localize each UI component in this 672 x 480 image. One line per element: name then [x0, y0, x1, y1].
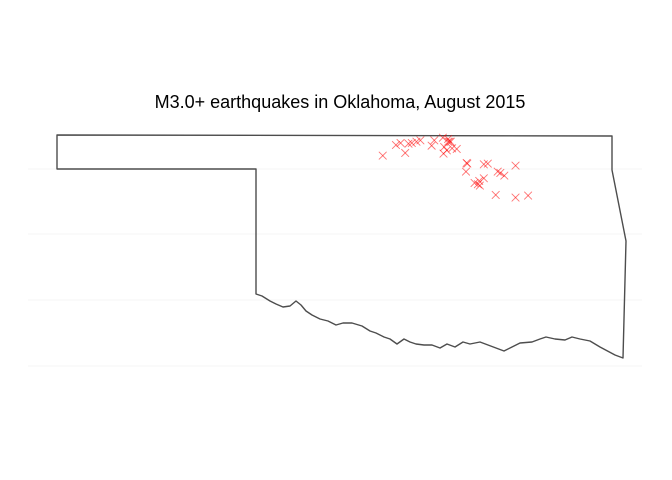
earthquake-marker — [473, 180, 482, 189]
earthquake-marker — [493, 167, 502, 176]
earthquake-marker — [396, 138, 405, 148]
earthquake-marker — [511, 193, 520, 202]
earthquake-marker — [524, 191, 533, 200]
oklahoma-outline — [56, 134, 627, 359]
earthquake-marker — [463, 159, 472, 168]
earthquake-marker — [475, 181, 484, 190]
earthquake-marker — [440, 142, 449, 152]
earthquake-points — [378, 133, 533, 202]
earthquake-marker — [438, 133, 447, 142]
earthquake-marker — [461, 167, 471, 176]
earthquake-marker — [444, 137, 453, 146]
earthquake-marker — [483, 159, 492, 168]
earthquake-marker — [404, 139, 413, 148]
grid — [28, 168, 642, 367]
earthquake-marker — [401, 148, 410, 158]
earthquake-marker — [496, 168, 505, 177]
earthquake-marker — [430, 136, 439, 145]
earthquake-marker — [412, 137, 421, 146]
earthquake-marker — [452, 144, 461, 154]
earthquake-marker — [491, 190, 500, 199]
earthquake-marker — [391, 140, 400, 150]
earthquake-marker — [439, 149, 448, 158]
earthquake-marker — [378, 151, 387, 160]
earthquake-marker — [427, 141, 436, 150]
earthquake-marker — [446, 137, 455, 146]
earthquake-marker — [500, 171, 509, 180]
map-title: M3.0+ earthquakes in Oklahoma, August 20… — [155, 92, 526, 112]
earthquake-marker — [407, 138, 416, 148]
earthquake-marker — [511, 161, 520, 170]
